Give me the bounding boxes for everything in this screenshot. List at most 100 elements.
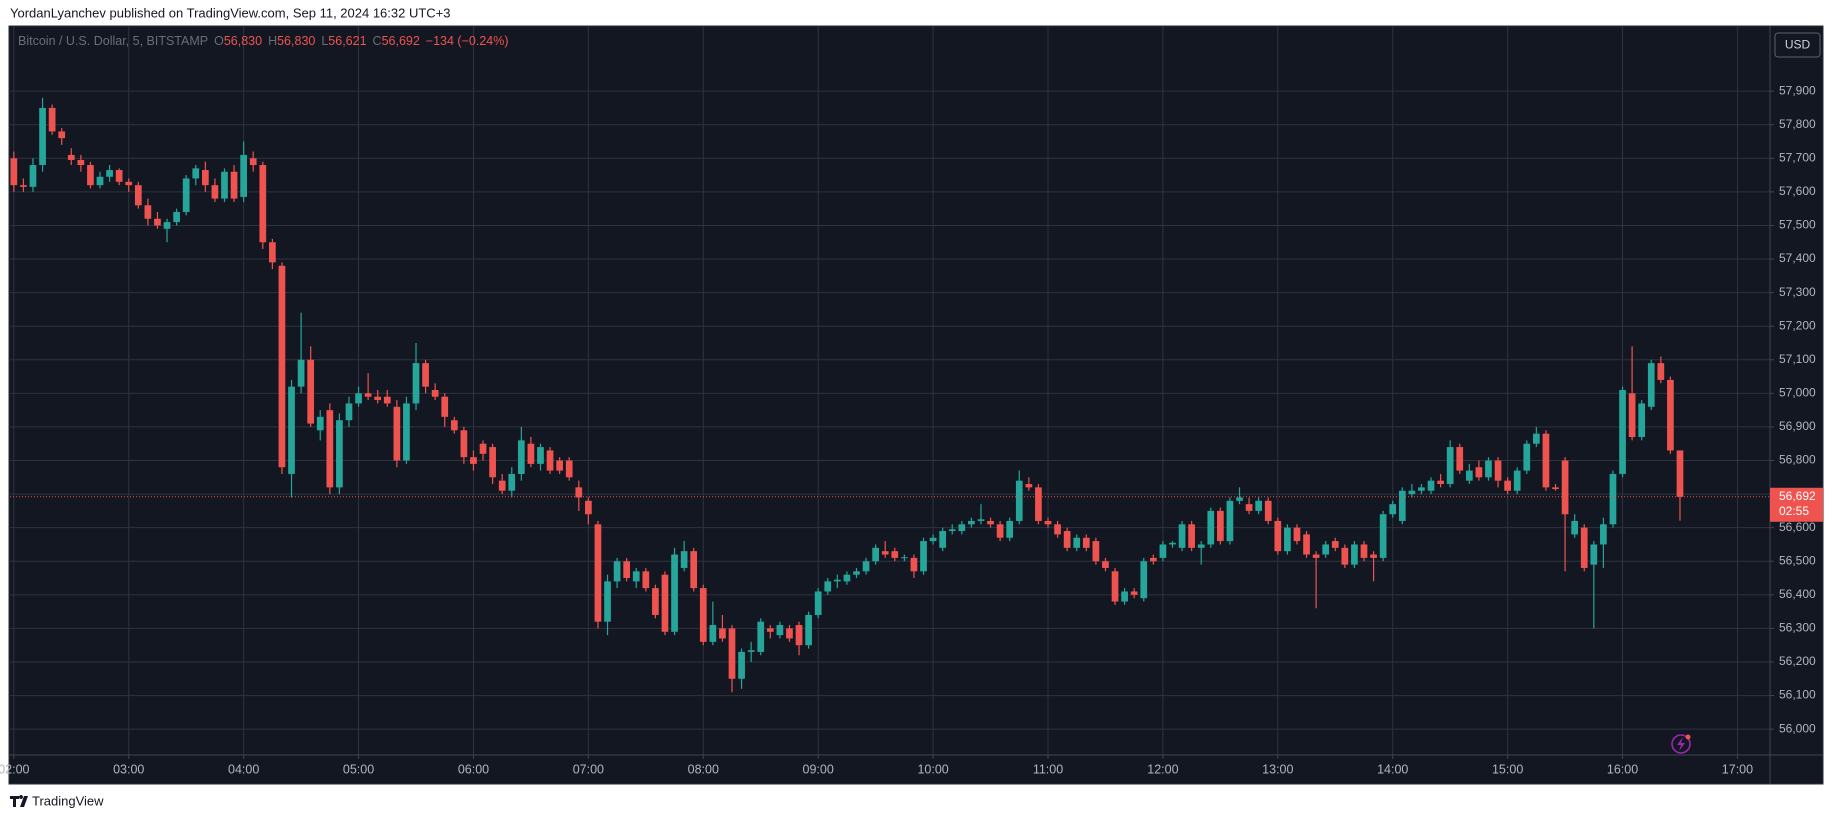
candle-body [1638, 403, 1646, 438]
x-tick-label: 13:00 [1262, 762, 1293, 776]
y-tick-label: 56,800 [1779, 453, 1816, 467]
candle-body [192, 168, 200, 179]
candle-body [1389, 504, 1397, 515]
candle-body [1446, 447, 1454, 485]
candle-body [1456, 447, 1464, 471]
legend-change: −134 (−0.24%) [426, 34, 509, 48]
legend-title: Bitcoin / U.S. Dollar, 5, BITSTAMP [18, 34, 208, 48]
candle-body [154, 218, 161, 226]
candle-body [1236, 497, 1243, 501]
ohlc-legend: Bitcoin / U.S. Dollar, 5, BITSTAMP O56,83… [18, 34, 509, 48]
candle-body [929, 537, 937, 542]
candle-body [1044, 520, 1052, 525]
candle-body [1580, 527, 1588, 568]
candle-body [125, 181, 133, 186]
candle-body [316, 416, 324, 431]
candle-body [58, 131, 66, 139]
candle-body [20, 185, 27, 187]
candle-body [345, 403, 353, 421]
x-tick-label: 02:00 [0, 762, 30, 776]
candle-body [575, 487, 583, 498]
axes: 56,000 56,100 56,200 56,300 56,400 56,500 56,6… [0, 83, 1823, 776]
candle-body [1140, 561, 1148, 599]
legend-key: C [373, 34, 382, 48]
candle-body [872, 547, 879, 562]
candle-body [297, 359, 305, 387]
currency-button[interactable]: USD [1774, 32, 1821, 58]
candle-body [1542, 433, 1550, 488]
x-tick-label: 10:00 [917, 762, 948, 776]
candle-body [230, 171, 238, 199]
lightning-circle[interactable] [1671, 734, 1691, 754]
candle-body [479, 443, 487, 454]
candle-body [374, 396, 382, 401]
currency-button-frame[interactable] [1774, 32, 1821, 58]
lightning-bolt[interactable] [1677, 737, 1685, 751]
candle-body [776, 625, 784, 636]
x-tick-label: 07:00 [573, 762, 604, 776]
y-tick-label: 57,700 [1779, 150, 1816, 164]
candle-body [604, 581, 611, 622]
candle-body [585, 500, 592, 515]
candle-body [881, 551, 889, 555]
candle-body [1513, 470, 1521, 491]
y-tick-label: 56,000 [1779, 721, 1816, 735]
candle-body [173, 212, 180, 223]
candle-body [355, 393, 362, 404]
candle-body [1494, 460, 1502, 481]
brand-name: TradingView [32, 793, 104, 808]
candle-body [134, 185, 142, 206]
y-tick-label: 57,800 [1779, 117, 1816, 131]
candle-body [1676, 450, 1684, 497]
candle-body [1159, 544, 1167, 558]
candle-body [527, 443, 535, 464]
candle-body [48, 107, 56, 132]
currency-label[interactable]: USD [1785, 38, 1811, 52]
candle-body [738, 651, 745, 679]
candle-body [546, 450, 554, 471]
last-price-label: 56,692 [1779, 489, 1816, 503]
candle-body [1130, 591, 1138, 595]
candle-body [470, 457, 477, 464]
candle-body [508, 473, 516, 491]
candle-body [699, 588, 707, 642]
candle-body [824, 581, 832, 592]
candle-body [1398, 490, 1406, 521]
candle-body [1255, 500, 1263, 511]
y-tick-label: 56,300 [1779, 621, 1816, 635]
candle-body [537, 447, 544, 464]
candle-body [1571, 520, 1579, 535]
candle-body [1475, 467, 1483, 478]
candle-body [1590, 544, 1598, 565]
candle-body [939, 531, 947, 548]
candle-body [680, 551, 688, 568]
candle-body [1418, 487, 1425, 491]
candle-body [1533, 433, 1540, 444]
candle-body [1293, 527, 1301, 542]
lightning-icon[interactable] [1671, 734, 1691, 754]
candle-body [814, 591, 822, 615]
legend-value: 56,830 [224, 34, 262, 48]
candle-body [968, 520, 975, 525]
candle-body [728, 628, 736, 679]
candle-body [1370, 554, 1377, 558]
grid [10, 26, 1770, 755]
candle-body [1207, 510, 1215, 545]
candle-body [211, 185, 219, 199]
candle-body [1465, 470, 1473, 481]
y-tick-label: 57,200 [1779, 318, 1816, 332]
candle-body [240, 154, 247, 197]
legend-key: L [321, 34, 328, 48]
candle-body [1188, 524, 1195, 548]
candle-body [805, 614, 812, 646]
x-tick-label: 15:00 [1492, 762, 1523, 776]
y-tick-label: 57,300 [1779, 285, 1816, 299]
candle-body [1628, 393, 1636, 438]
byline: YordanLyanchev published on TradingView.… [10, 5, 451, 20]
candle-body [259, 165, 267, 243]
candle-body [843, 574, 851, 582]
y-tick-label: 56,500 [1779, 553, 1816, 567]
candle-body [1312, 554, 1320, 558]
candle-body [1082, 537, 1090, 548]
